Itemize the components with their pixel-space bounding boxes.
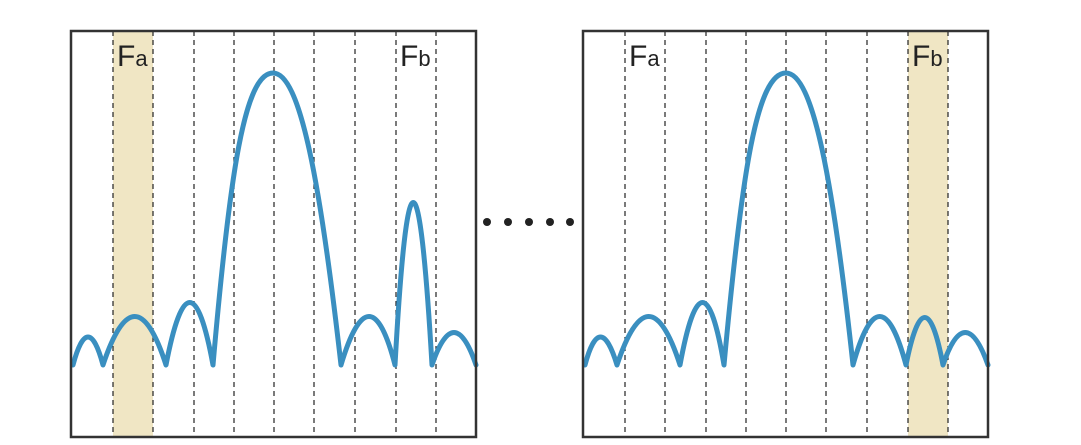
panel-frame: [581, 29, 990, 439]
label-main: F: [629, 40, 647, 73]
signal-curve: [70, 70, 479, 368]
panel: Fa Fb: [581, 29, 991, 439]
label-main: F: [117, 40, 135, 73]
dashed-lines: [112, 31, 437, 437]
label-main: F: [912, 40, 930, 73]
highlight-band: [908, 31, 948, 437]
label: Fa: [117, 40, 148, 73]
label-main: F: [400, 40, 418, 73]
label: Fa: [629, 40, 660, 73]
label-sub: b: [930, 46, 942, 71]
label-sub: a: [647, 46, 660, 71]
panel-frame: [69, 29, 478, 439]
dashed-lines: [624, 31, 949, 437]
label-sub: b: [418, 46, 430, 71]
highlight-band: [113, 31, 153, 437]
signal-curve: [582, 70, 991, 368]
label: Fb: [400, 40, 431, 73]
label: Fb: [912, 40, 943, 73]
ellipsis: [483, 218, 574, 226]
label-sub: a: [135, 46, 148, 71]
panel: Fa Fb: [69, 29, 479, 439]
